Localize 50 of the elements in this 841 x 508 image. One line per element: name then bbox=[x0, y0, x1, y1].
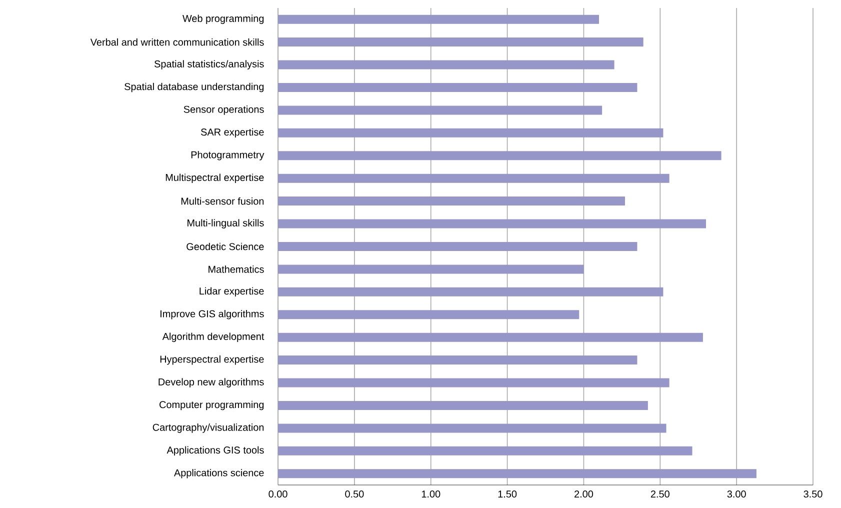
y-tick-label: Hyperspectral expertise bbox=[160, 355, 264, 365]
y-tick-label: Photogrammetry bbox=[191, 150, 264, 160]
x-tick-label: 2.50 bbox=[650, 490, 670, 498]
x-tick-label: 0.50 bbox=[345, 490, 364, 498]
y-tick-label: Verbal and written communication skills bbox=[90, 38, 264, 46]
bar bbox=[278, 174, 670, 183]
x-tick-label: 1.00 bbox=[422, 490, 440, 498]
bar bbox=[278, 400, 648, 410]
bar bbox=[278, 446, 692, 456]
y-tick-label: Spatial statistics/analysis bbox=[154, 60, 264, 70]
bar bbox=[278, 196, 625, 206]
y-tick-label: Cartography/visualization bbox=[152, 424, 264, 433]
y-tick-label: Geodetic Science bbox=[186, 242, 264, 250]
bar bbox=[278, 378, 670, 388]
y-tick-label: Algorithm development bbox=[162, 332, 264, 342]
bar bbox=[278, 310, 580, 320]
y-tick-label: Multi-sensor fusion bbox=[181, 197, 264, 205]
y-tick-label: SAR expertise bbox=[201, 128, 264, 138]
y-tick-label: Applications GIS tools bbox=[166, 446, 264, 456]
x-tick-label: 1.50 bbox=[498, 490, 517, 498]
bar bbox=[278, 106, 602, 115]
x-tick-label: 3.50 bbox=[804, 490, 822, 498]
y-tick-label: Spatial database understanding bbox=[124, 82, 264, 92]
y-tick-label: Lidar expertise bbox=[200, 287, 264, 297]
y-tick-label: Applications science bbox=[174, 468, 264, 478]
bar bbox=[278, 219, 706, 228]
bar bbox=[278, 151, 722, 160]
y-tick-label: Mathematics bbox=[208, 266, 264, 273]
y-tick-label: Multispectral expertise bbox=[166, 174, 264, 183]
bar bbox=[278, 38, 644, 47]
bar bbox=[278, 287, 664, 296]
x-tick-label: 0.00 bbox=[268, 490, 288, 498]
y-tick-label: Web programming bbox=[182, 14, 264, 24]
y-tick-label: Improve GIS algorithms bbox=[160, 310, 264, 320]
bar bbox=[278, 128, 664, 138]
bar bbox=[278, 242, 638, 251]
y-tick-label: Develop new algorithms bbox=[158, 378, 264, 388]
bar bbox=[278, 60, 614, 70]
x-tick-label: 3.00 bbox=[727, 490, 746, 498]
bar bbox=[278, 356, 638, 365]
bar bbox=[278, 82, 638, 92]
y-tick-label: Computer programming bbox=[160, 400, 264, 410]
bar bbox=[278, 332, 703, 342]
bar bbox=[278, 469, 756, 478]
y-tick-label: Multi-lingual skills bbox=[188, 219, 264, 228]
bar bbox=[278, 424, 666, 433]
bar bbox=[278, 14, 600, 24]
x-tick-label: 2.00 bbox=[574, 490, 594, 498]
bar bbox=[278, 264, 584, 274]
y-tick-label: Sensor operations bbox=[184, 106, 264, 115]
